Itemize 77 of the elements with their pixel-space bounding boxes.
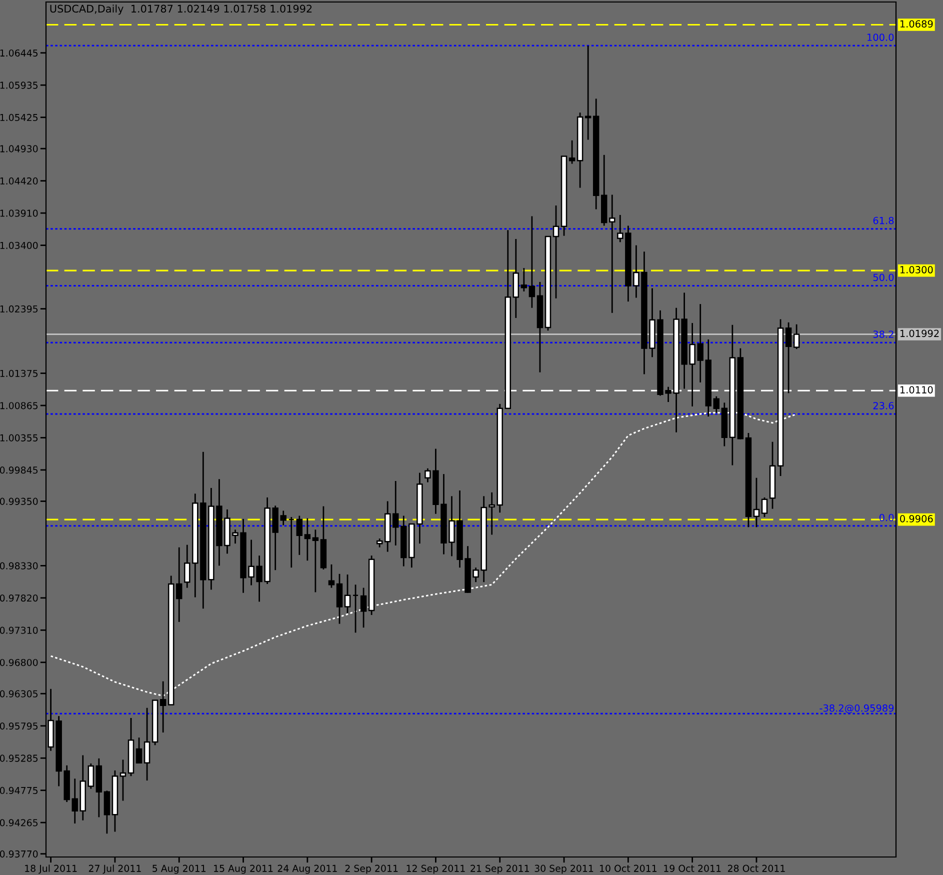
- candlestick: [793, 324, 800, 350]
- candlestick: [328, 564, 335, 588]
- ref-line-label: 1.0689: [900, 20, 933, 28]
- candlestick: [184, 544, 190, 588]
- y-tick-label: 1.05935: [0, 82, 38, 89]
- ref-line-label: 1.0110: [900, 386, 933, 394]
- candlestick: [304, 518, 311, 562]
- y-tick-label: 0.95795: [0, 722, 38, 730]
- candlestick: [120, 758, 126, 802]
- x-tick-label: 24 Aug 2011: [278, 864, 337, 874]
- chart-title: USDCAD,Daily 1.01787 1.02149 1.01758 1.01992: [50, 4, 312, 15]
- annotation: 61.8: [873, 216, 894, 224]
- annotation: 23.6: [873, 402, 894, 410]
- candlestick: [312, 528, 319, 593]
- candlestick: [761, 496, 768, 518]
- y-tick-label: 0.99845: [0, 466, 38, 474]
- y-tick-label: 1.06445: [0, 49, 38, 57]
- candlestick: [288, 516, 294, 568]
- x-tick-label: 27 Jul 2011: [88, 864, 141, 874]
- y-tick-label: 0.95285: [0, 754, 38, 762]
- ref-line-label: 1.01992: [900, 330, 939, 338]
- x-tick-label: 10 Oct 2011: [600, 864, 656, 872]
- y-tick-label: 1.04930: [0, 145, 38, 152]
- x-tick-label: 19 Oct 2011: [664, 864, 721, 872]
- y-tick-label: 1.01375: [0, 370, 38, 377]
- candlestick: [568, 140, 576, 164]
- x-tick-label: 30 Sep 2011: [534, 864, 594, 874]
- candlestick: [753, 477, 760, 528]
- y-tick-label: 0.99350: [0, 498, 38, 505]
- candlestick: [160, 680, 166, 734]
- candlestick: [552, 204, 560, 300]
- x-tick-label: 18 Jul 2011: [25, 864, 77, 874]
- y-tick-label: 0.93770: [0, 850, 38, 858]
- annotation: 100.0: [868, 34, 894, 41]
- candlestick: [392, 480, 399, 546]
- x-tick-label: 12 Sep 2011: [406, 864, 465, 874]
- y-tick-label: 1.00865: [0, 402, 38, 410]
- candlestick: [144, 707, 150, 782]
- candlestick: [336, 573, 343, 625]
- candlestick: [104, 790, 110, 834]
- ref-line-label: 1.0300: [900, 266, 933, 274]
- y-tick-label: 1.05425: [0, 114, 38, 122]
- candlestick: [88, 762, 94, 790]
- x-tick-label: 15 Aug 2011: [214, 864, 273, 874]
- x-tick-label: 5 Aug 2011: [152, 864, 206, 874]
- candlestick: [136, 736, 142, 764]
- ref-line-label: -38.2@0.95989: [820, 704, 894, 714]
- candlestick: [176, 546, 182, 623]
- y-tick-label: 0.96305: [0, 690, 38, 698]
- y-tick-label: 1.03910: [0, 210, 38, 217]
- candlestick: [785, 322, 792, 394]
- candlestick: [713, 396, 720, 414]
- y-tick-label: 0.94775: [0, 786, 38, 794]
- candlestick: [520, 267, 528, 292]
- y-tick-label: 0.94265: [0, 819, 38, 826]
- y-tick-label: 0.96800: [0, 658, 38, 666]
- y-tick-label: 1.04420: [0, 177, 38, 185]
- annotation: 0.0: [879, 514, 894, 522]
- y-tick-label: 1.00355: [0, 434, 38, 442]
- candlestick: [609, 194, 616, 314]
- candlestick: [352, 584, 359, 634]
- x-tick-label: 2 Sep 2011: [345, 864, 398, 874]
- y-tick-label: 1.03400: [0, 242, 38, 250]
- candlestick: [528, 216, 536, 309]
- ref-line-label: 0.9906: [900, 515, 933, 522]
- y-tick-label: 0.97310: [0, 626, 38, 634]
- candlestick: [296, 515, 303, 556]
- candlestick: [360, 587, 367, 628]
- y-tick-label: 1.02395: [0, 305, 38, 313]
- candlestick: [344, 574, 351, 614]
- x-tick-label: 28 Oct 2011: [728, 864, 785, 872]
- x-tick-label: 21 Sep 2011: [470, 864, 529, 874]
- candlestick: [584, 44, 592, 140]
- y-tick-label: 0.98330: [0, 562, 38, 570]
- annotation: 50.0: [873, 274, 894, 282]
- y-tick-label: 0.97820: [0, 594, 38, 602]
- candlestick: [72, 778, 78, 824]
